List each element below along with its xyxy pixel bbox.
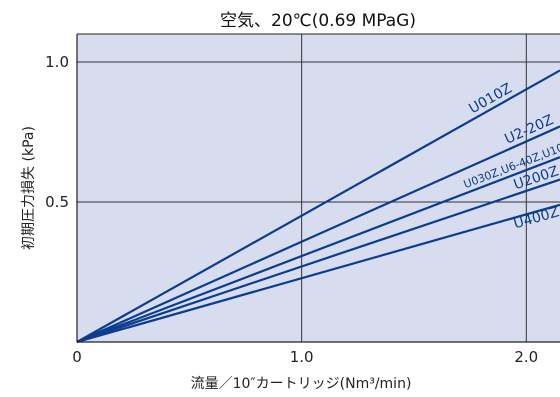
axes [76, 33, 560, 343]
x-tick-label-0: 0 [72, 348, 82, 366]
series-line-u400z [76, 203, 560, 344]
series-line-u200z [76, 178, 560, 344]
y-axis-label: 初期圧力損失 (kPa) [20, 126, 37, 250]
y-tick-label-1: 1.0 [45, 53, 69, 71]
x-axis-label: 流量／10″カートリッジ(Nm³/min) [191, 376, 412, 392]
tick-labels: 0 1.0 2.0 0.5 1.0 [45, 53, 538, 366]
grid [77, 34, 560, 342]
x-tick-label-2: 2.0 [514, 348, 538, 366]
x-tick-label-1: 1.0 [290, 348, 314, 366]
series-line-u2-20z [76, 125, 560, 344]
chart-title: 空気、20℃(0.69 MPaG) [220, 11, 416, 31]
plot-area [77, 34, 560, 342]
series-line-u010z [76, 69, 560, 343]
series-line-u030z-u6-40z-u100z [76, 156, 560, 344]
y-tick-label-0: 0.5 [45, 193, 69, 211]
series-lines [76, 69, 560, 344]
